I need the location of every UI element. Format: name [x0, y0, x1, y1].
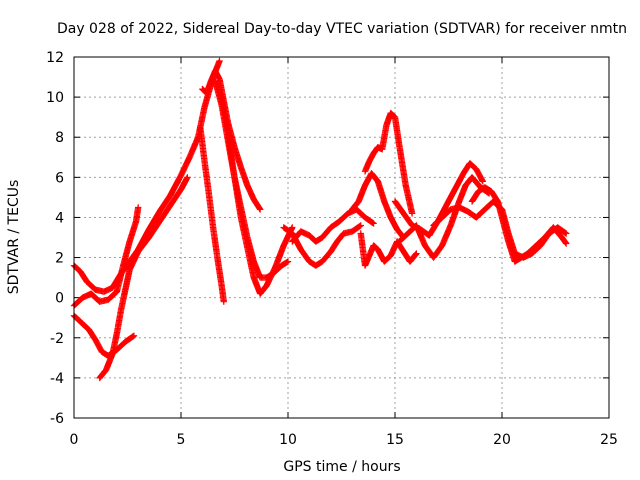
- data-point: [562, 239, 569, 246]
- x-tick-label: 10: [279, 432, 297, 448]
- x-tick-label: 0: [70, 432, 79, 448]
- data-point: [129, 333, 137, 340]
- data-points: [70, 57, 570, 382]
- y-tick-label: 12: [46, 50, 64, 66]
- series-track-q: [468, 184, 570, 265]
- x-tick-label: 15: [386, 432, 404, 448]
- series-track-m: [357, 230, 420, 269]
- series-track-b: [70, 312, 138, 360]
- series-track-l: [361, 109, 416, 217]
- data-point: [408, 210, 416, 217]
- y-tick-label: -6: [50, 411, 64, 427]
- data-point: [370, 220, 377, 227]
- plot-frame: [73, 56, 610, 419]
- data-point: [216, 57, 223, 65]
- series-track-k: [349, 170, 407, 241]
- x-tick-label: 20: [493, 432, 511, 448]
- data-point: [479, 178, 486, 185]
- y-tick-label: 2: [55, 251, 64, 267]
- data-point: [220, 298, 227, 305]
- data-point: [357, 222, 364, 229]
- series-track-j: [289, 206, 377, 245]
- y-tick-label: -2: [50, 331, 64, 347]
- y-tick-label: 0: [55, 291, 64, 307]
- series-track-n: [391, 160, 486, 239]
- data-point: [412, 251, 419, 258]
- data-point: [413, 250, 420, 257]
- series-track-c: [70, 204, 142, 309]
- y-axis-label: SDTVAR / TECUs: [6, 180, 22, 295]
- x-axis-label: GPS time / hours: [283, 459, 400, 475]
- series-track-d: [96, 174, 191, 382]
- y-tick-label: 4: [55, 210, 64, 226]
- series-track-f: [197, 123, 227, 305]
- y-tick-label: 8: [55, 130, 64, 146]
- data-point: [135, 204, 142, 211]
- data-point: [284, 258, 292, 265]
- series-track-o: [396, 174, 493, 261]
- x-tick-label: 5: [177, 432, 186, 448]
- y-tick-label: 6: [55, 170, 64, 186]
- y-tick-label: -4: [50, 371, 64, 387]
- data-point: [356, 222, 364, 230]
- data-point: [289, 224, 296, 231]
- data-point: [563, 230, 570, 237]
- data-point: [184, 174, 191, 181]
- series-track-a: [70, 57, 223, 295]
- data-point: [562, 229, 569, 237]
- data-point: [130, 332, 138, 339]
- y-tick-label: 10: [46, 90, 64, 106]
- data-point: [563, 240, 570, 247]
- data-point: [256, 206, 264, 213]
- x-tick-label: 25: [600, 432, 618, 448]
- data-point: [369, 219, 376, 227]
- chart-title: Day 028 of 2022, Sidereal Day-to-day VTE…: [57, 21, 627, 37]
